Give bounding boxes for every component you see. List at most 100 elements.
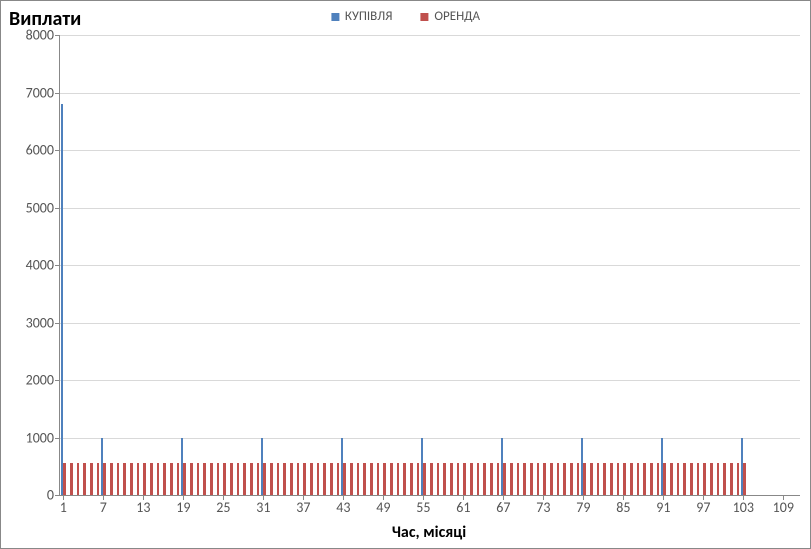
bar-orenda <box>717 463 720 495</box>
bar-orenda <box>590 463 593 495</box>
bar-orenda <box>283 463 286 495</box>
y-tick-label: 5000 <box>26 199 54 216</box>
x-tick-label: 1 <box>60 499 67 516</box>
y-tick-mark <box>55 323 60 324</box>
bar-orenda <box>257 463 260 495</box>
x-tick-label: 49 <box>376 499 390 516</box>
chart-container: Виплати КУПІВЛЯ ОРЕНДА 01000200030004000… <box>0 0 811 549</box>
y-tick-label: 7000 <box>26 84 54 101</box>
bar-orenda <box>517 463 520 495</box>
bar-orenda <box>317 463 320 495</box>
bar-orenda <box>423 463 426 495</box>
y-tick-label: 3000 <box>26 314 54 331</box>
bar-orenda <box>603 463 606 495</box>
legend-swatch-orenda <box>420 13 428 21</box>
bar-orenda <box>237 463 240 495</box>
bar-orenda <box>337 463 340 495</box>
x-tick-label: 43 <box>336 499 350 516</box>
bar-orenda <box>697 463 700 495</box>
bar-orenda <box>217 463 220 495</box>
bar-orenda <box>490 463 493 495</box>
bar-orenda <box>743 463 746 495</box>
bar-orenda <box>523 463 526 495</box>
bar-orenda <box>483 463 486 495</box>
bar-orenda <box>730 463 733 495</box>
bar-kupivlya <box>61 104 64 495</box>
bar-orenda <box>370 463 373 495</box>
bar-orenda <box>470 463 473 495</box>
y-tick-label: 6000 <box>26 142 54 159</box>
bar-orenda <box>617 463 620 495</box>
bar-orenda <box>450 463 453 495</box>
bar-orenda <box>597 463 600 495</box>
bar-orenda <box>183 463 186 495</box>
y-tick-mark <box>55 380 60 381</box>
bar-orenda <box>357 463 360 495</box>
legend: КУПІВЛЯ ОРЕНДА <box>331 9 480 24</box>
y-tick-label: 4000 <box>26 257 54 274</box>
gridline <box>60 438 800 439</box>
gridline <box>60 323 800 324</box>
bar-orenda <box>570 463 573 495</box>
y-tick-mark <box>55 265 60 266</box>
bar-orenda <box>63 463 66 495</box>
bar-orenda <box>157 463 160 495</box>
plot-area: 0100020003000400050006000700080001713192… <box>59 35 800 496</box>
gridline <box>60 150 800 151</box>
y-tick-mark <box>55 150 60 151</box>
bar-orenda <box>110 463 113 495</box>
bar-orenda <box>130 463 133 495</box>
x-tick-label: 91 <box>656 499 670 516</box>
bar-orenda <box>723 463 726 495</box>
bar-orenda <box>577 463 580 495</box>
bar-orenda <box>103 463 106 495</box>
bar-orenda <box>323 463 326 495</box>
bar-orenda <box>383 463 386 495</box>
gridline <box>60 208 800 209</box>
x-tick-label: 19 <box>176 499 190 516</box>
x-tick-label: 13 <box>136 499 150 516</box>
y-tick-label: 1000 <box>26 429 54 446</box>
y-tick-label: 2000 <box>26 372 54 389</box>
bar-orenda <box>277 463 280 495</box>
bar-orenda <box>463 463 466 495</box>
y-tick-mark <box>55 93 60 94</box>
y-tick-mark <box>55 438 60 439</box>
bar-orenda <box>77 463 80 495</box>
bar-orenda <box>190 463 193 495</box>
bar-orenda <box>663 463 666 495</box>
bar-orenda <box>437 463 440 495</box>
bar-orenda <box>623 463 626 495</box>
bar-orenda <box>457 463 460 495</box>
x-tick-label: 79 <box>576 499 590 516</box>
bar-orenda <box>197 463 200 495</box>
x-tick-label: 7 <box>100 499 107 516</box>
bar-orenda <box>270 463 273 495</box>
bar-orenda <box>343 463 346 495</box>
bar-orenda <box>290 463 293 495</box>
bar-orenda <box>177 463 180 495</box>
bar-orenda <box>390 463 393 495</box>
bar-orenda <box>477 463 480 495</box>
legend-swatch-kupivlya <box>331 13 339 21</box>
x-tick-label: 61 <box>456 499 470 516</box>
bar-orenda <box>70 463 73 495</box>
bar-orenda <box>377 463 380 495</box>
bar-orenda <box>550 463 553 495</box>
bar-orenda <box>443 463 446 495</box>
bar-orenda <box>563 463 566 495</box>
bar-orenda <box>497 463 500 495</box>
bar-orenda <box>430 463 433 495</box>
bar-orenda <box>170 463 173 495</box>
bar-orenda <box>97 463 100 495</box>
legend-item-orenda: ОРЕНДА <box>420 9 480 24</box>
legend-label: ОРЕНДА <box>434 9 480 24</box>
x-tick-label: 67 <box>496 499 510 516</box>
bar-orenda <box>503 463 506 495</box>
bar-orenda <box>643 463 646 495</box>
bar-orenda <box>150 463 153 495</box>
x-tick-label: 73 <box>536 499 550 516</box>
bar-orenda <box>303 463 306 495</box>
bar-orenda <box>210 463 213 495</box>
x-tick-label: 55 <box>416 499 430 516</box>
